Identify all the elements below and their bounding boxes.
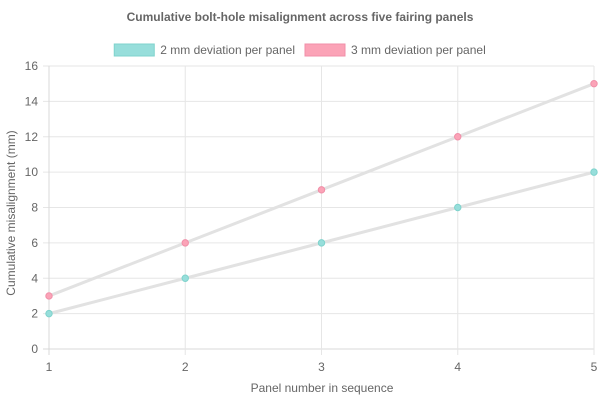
y-tick-label: 10 [25, 165, 39, 179]
legend: 2 mm deviation per panel 3 mm deviation p… [113, 43, 486, 57]
legend-swatch-2[interactable] [304, 43, 346, 57]
y-axis-title: Cumulative misalignment (mm) [4, 130, 18, 295]
x-tick-label: 4 [454, 360, 461, 374]
data-point-series-2[interactable] [590, 79, 598, 88]
data-point-series-1[interactable] [317, 239, 326, 247]
data-point-series-2[interactable] [45, 292, 53, 300]
data-point-series-2[interactable] [454, 133, 462, 141]
y-tick-label: 16 [25, 59, 39, 73]
data-point-series-1[interactable] [590, 168, 598, 176]
y-tick-label: 8 [31, 201, 38, 215]
grid [43, 65, 595, 355]
legend-swatch-1[interactable] [113, 43, 155, 57]
data-point-series-1[interactable] [454, 203, 462, 212]
x-tick-label: 3 [318, 360, 325, 374]
legend-label-2: 3 mm deviation per panel [351, 43, 486, 57]
x-tick-label: 2 [182, 360, 189, 374]
y-tick-label: 14 [25, 94, 39, 108]
data-point-series-2[interactable] [317, 186, 326, 194]
y-tick-label: 6 [31, 236, 38, 250]
y-tick-label: 4 [31, 271, 38, 285]
x-tick-label: 5 [591, 360, 598, 374]
y-tick-label: 0 [31, 342, 38, 356]
y-tick-label: 12 [25, 130, 39, 144]
series-layer [45, 79, 598, 318]
data-point-series-1[interactable] [181, 274, 189, 282]
data-point-series-1[interactable] [45, 309, 53, 318]
y-tick-label: 2 [31, 307, 38, 321]
x-tick-label: 1 [46, 360, 53, 374]
legend-label-1: 2 mm deviation per panel [160, 43, 295, 57]
data-point-series-2[interactable] [181, 239, 189, 247]
chart-title: Cumulative bolt-hole misalignment across… [127, 10, 474, 24]
x-axis-title: Panel number in sequence [251, 381, 394, 395]
